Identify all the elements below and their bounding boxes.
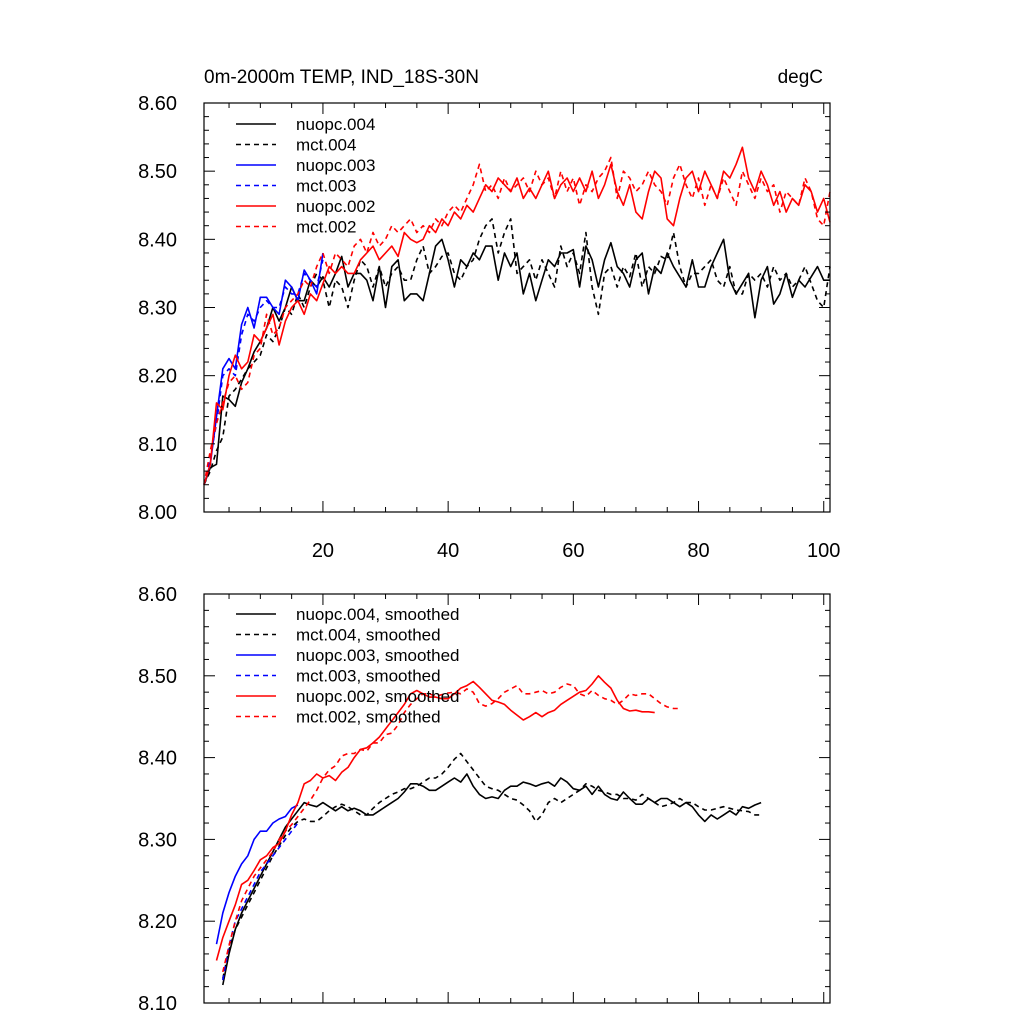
units-label: degC <box>778 67 823 88</box>
legend-label: mct.004 <box>296 136 356 155</box>
y-tick-label: 8.30 <box>138 298 177 320</box>
series-line-mct-004 <box>203 218 831 486</box>
y-tick-label: 8.30 <box>138 829 177 851</box>
y-tick-label: 8.20 <box>138 366 177 388</box>
legend-label: mct.003 <box>296 177 356 196</box>
legend-label: mct.002 <box>296 218 356 237</box>
y-tick-label: 8.10 <box>138 993 177 1015</box>
y-tick-label: 8.50 <box>138 666 177 688</box>
top-panel: 8.00 8.10 8.20 8.30 8.40 8.50 8.60 20 40 60 80 100 n… <box>138 93 840 562</box>
series-line-mct-003-smoothed <box>222 822 299 981</box>
y-tick-label: 8.20 <box>138 911 177 933</box>
series-line-mct-002 <box>203 156 831 485</box>
y-tick-label: 8.40 <box>138 229 177 251</box>
y-tick-label: 8.60 <box>138 584 177 606</box>
series-line-mct-002-smoothed <box>222 683 680 973</box>
legend-label: nuopc.004, smoothed <box>296 605 460 624</box>
series-line-nuopc-003-smoothed <box>215 804 299 945</box>
series-line-nuopc-002-smoothed <box>215 674 655 961</box>
chart-title: 0m-2000m TEMP, IND_18S-30N <box>204 67 479 88</box>
legend-label: mct.002, smoothed <box>296 708 441 727</box>
bottom-panel: 8.10 8.20 8.30 8.40 8.50 8.60 nuopc.004, smoot… <box>138 584 831 1015</box>
legend-label: nuopc.003 <box>296 156 375 175</box>
legend-label: mct.003, smoothed <box>296 667 441 686</box>
series-line-nuopc-004-smoothed <box>222 773 762 986</box>
x-tick-label: 40 <box>437 540 459 562</box>
series-line-nuopc-004 <box>203 238 830 485</box>
y-tick-label: 8.40 <box>138 748 177 770</box>
x-tick-label: 80 <box>687 540 709 562</box>
y-tick-label: 8.60 <box>138 93 177 115</box>
x-tick-label: 100 <box>807 540 840 562</box>
legend-label: nuopc.003, smoothed <box>296 646 460 665</box>
plot-frame <box>203 593 831 1004</box>
y-tick-label: 8.00 <box>138 502 177 524</box>
x-tick-label: 60 <box>562 540 584 562</box>
y-tick-label: 8.50 <box>138 161 177 183</box>
legend-label: nuopc.002, smoothed <box>296 687 460 706</box>
series-line-mct-004-smoothed <box>222 752 762 979</box>
legend-label: mct.004, smoothed <box>296 626 441 645</box>
series-line-nuopc-003 <box>203 252 324 485</box>
x-tick-label: 20 <box>312 540 334 562</box>
series-line-nuopc-002 <box>203 146 831 485</box>
y-tick-label: 8.10 <box>138 434 177 456</box>
series-line-mct-003 <box>203 259 324 485</box>
legend-label: nuopc.004 <box>296 115 375 134</box>
legend-label: nuopc.002 <box>296 197 375 216</box>
